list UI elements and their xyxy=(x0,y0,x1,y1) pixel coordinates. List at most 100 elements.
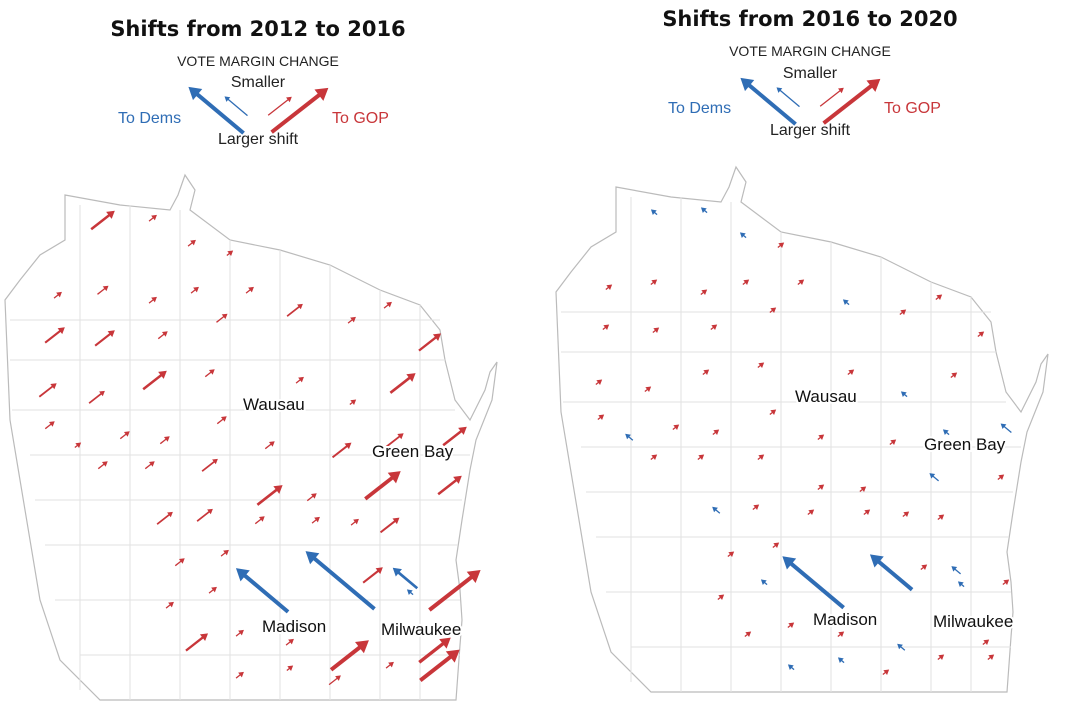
gop-shift-arrow xyxy=(819,87,844,107)
gop-shift-arrow xyxy=(362,567,383,584)
gop-shift-arrow xyxy=(226,250,234,256)
gop-shift-arrow xyxy=(817,484,825,490)
gop-shift-arrow xyxy=(982,639,990,645)
gop-shift-arrow xyxy=(208,586,217,594)
gop-shift-arrow xyxy=(787,622,795,628)
gop-shift-arrow xyxy=(977,331,985,337)
gop-shift-arrow xyxy=(383,301,392,309)
city-label-wausau: Wausau xyxy=(795,387,857,406)
city-label-green-bay: Green Bay xyxy=(372,442,454,461)
gop-shift-arrow xyxy=(702,369,710,375)
gop-shift-arrow xyxy=(97,461,108,470)
gop-shift-arrow xyxy=(389,373,416,394)
legend: VOTE MARGIN CHANGE Smaller Larger shift … xyxy=(118,53,389,148)
gop-shift-arrow xyxy=(605,284,613,290)
gop-shift-arrow xyxy=(419,649,460,682)
dem-shift-arrow xyxy=(900,391,908,398)
legend-larger: Larger shift xyxy=(218,131,299,148)
legend-heading: VOTE MARGIN CHANGE xyxy=(177,53,339,69)
gop-shift-arrow xyxy=(920,564,928,570)
county-arrows xyxy=(595,207,1012,675)
gop-shift-arrow xyxy=(672,424,680,430)
gop-shift-arrow xyxy=(442,426,467,447)
gop-shift-arrow xyxy=(727,551,735,557)
legend-arrows xyxy=(188,86,329,135)
gop-shift-arrow xyxy=(717,594,725,600)
dem-shift-arrow xyxy=(760,579,768,586)
legend-to-gop: To GOP xyxy=(332,110,389,127)
gop-shift-arrow xyxy=(311,516,320,524)
gop-shift-arrow xyxy=(74,442,82,448)
gop-shift-arrow xyxy=(772,542,780,548)
dem-shift-arrow xyxy=(739,232,747,239)
gop-shift-arrow xyxy=(418,333,442,352)
city-label-milwaukee: Milwaukee xyxy=(933,612,1013,631)
gop-shift-arrow xyxy=(757,454,765,460)
gop-shift-arrow xyxy=(700,289,708,295)
gop-shift-arrow xyxy=(350,518,359,526)
dem-shift-arrow xyxy=(837,657,845,664)
city-label-milwaukee: Milwaukee xyxy=(381,620,461,639)
dem-shift-arrow xyxy=(712,506,721,514)
gop-shift-arrow xyxy=(148,214,157,222)
dem-shift-arrow xyxy=(188,86,245,135)
legend-larger: Larger shift xyxy=(770,122,851,139)
gop-shift-arrow xyxy=(937,654,945,660)
gop-shift-arrow xyxy=(652,327,660,333)
gop-shift-arrow xyxy=(950,372,958,378)
gop-shift-arrow xyxy=(899,309,907,315)
gop-shift-arrow xyxy=(245,286,254,294)
legend-smaller: Smaller xyxy=(231,74,286,91)
gop-shift-arrow xyxy=(847,369,855,375)
dem-shift-arrow xyxy=(305,551,376,611)
legend-to-gop: To GOP xyxy=(884,100,941,117)
gop-shift-arrow xyxy=(306,493,317,502)
gop-shift-arrow xyxy=(379,517,400,534)
gop-shift-arrow xyxy=(190,286,199,294)
gop-shift-arrow xyxy=(364,471,401,501)
gop-shift-arrow xyxy=(1002,579,1010,585)
gop-shift-arrow xyxy=(769,307,777,313)
gop-shift-arrow xyxy=(769,409,777,415)
gop-shift-arrow xyxy=(142,370,167,391)
gop-shift-arrow xyxy=(295,376,304,384)
gop-shift-arrow xyxy=(185,633,209,652)
dem-shift-arrow xyxy=(224,96,248,117)
gop-shift-arrow xyxy=(174,558,185,567)
dem-shift-arrow xyxy=(650,209,658,216)
map-title: Shifts from 2016 to 2020 xyxy=(662,7,957,31)
gop-shift-arrow xyxy=(385,661,394,669)
gop-shift-arrow xyxy=(157,331,168,340)
gop-shift-arrow xyxy=(742,279,750,285)
gop-shift-arrow xyxy=(156,511,173,525)
gop-shift-arrow xyxy=(97,285,109,295)
dem-shift-arrow xyxy=(942,429,950,436)
gop-shift-arrow xyxy=(889,439,897,445)
gop-shift-arrow xyxy=(437,475,462,496)
gop-shift-arrow xyxy=(53,291,62,299)
gop-shift-arrow xyxy=(285,638,294,646)
gop-shift-arrow xyxy=(264,441,275,450)
city-label-madison: Madison xyxy=(262,617,326,636)
city-label-green-bay: Green Bay xyxy=(924,435,1006,454)
gop-shift-arrow xyxy=(650,454,658,460)
dem-shift-arrow xyxy=(957,581,965,588)
gop-shift-arrow xyxy=(602,324,610,330)
legend-to-dems: To Dems xyxy=(118,110,181,127)
gop-shift-arrow xyxy=(935,294,943,300)
dem-shift-arrow xyxy=(776,87,800,108)
dem-shift-arrow xyxy=(1000,423,1012,433)
gop-shift-arrow xyxy=(859,486,867,492)
dem-shift-arrow xyxy=(897,643,906,651)
gop-shift-arrow xyxy=(797,279,805,285)
map-2012-2016: Shifts from 2012 to 2016 VOTE MARGIN CHA… xyxy=(4,17,498,701)
gop-shift-arrow xyxy=(807,509,815,515)
gop-shift-arrow xyxy=(187,239,196,247)
gop-shift-arrow xyxy=(44,421,55,430)
gop-shift-arrow xyxy=(328,675,341,686)
gop-shift-arrow xyxy=(937,514,945,520)
dem-shift-arrow xyxy=(700,207,708,214)
legend: VOTE MARGIN CHANGE Smaller Larger shift … xyxy=(668,43,941,139)
gop-shift-arrow xyxy=(144,461,155,470)
